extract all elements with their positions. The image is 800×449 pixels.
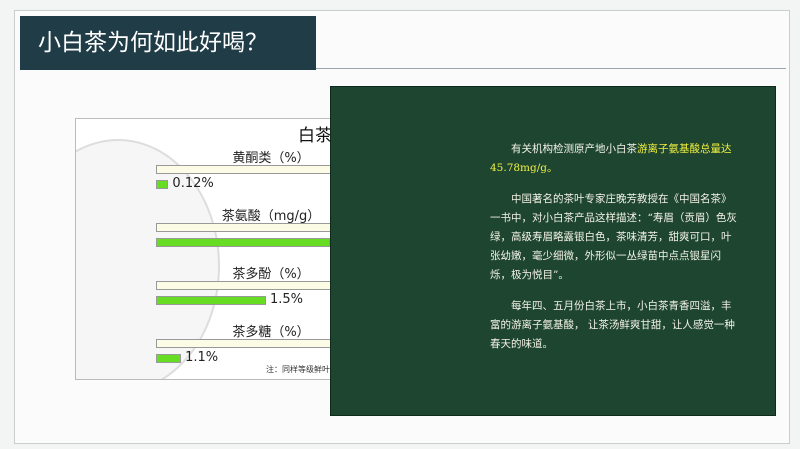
bar (156, 238, 331, 247)
text: 有关机构检测原产地小白茶 (511, 143, 637, 155)
category-label: 茶多糖（%） (232, 325, 310, 340)
bar (156, 296, 266, 305)
legend-label: 白茶 (298, 126, 332, 146)
text: 每年四、五月份白茶上市，小白茶青香四溢，丰富的游离子氨基酸， 让茶汤鲜爽甘甜，让… (490, 300, 735, 350)
category-label: 茶氨酸（mg/g） (221, 209, 321, 224)
bar (156, 180, 169, 189)
bar (156, 354, 182, 363)
divider (316, 68, 786, 69)
highlight-text: 游离子氨基酸总量达45.78mg/g。 (490, 143, 732, 174)
category-label: 茶多酚（%） (232, 267, 310, 282)
category-label: 黄酮类（%） (232, 151, 310, 166)
text: 中国著名的茶叶专家庄晚芳教授在《中国名茶》一书中，对小白茶产品这样描述：“寿眉（… (490, 193, 737, 281)
title: 小白茶为何如此好喝？ (38, 30, 268, 56)
title-banner: 小白茶为何如此好喝？ (20, 16, 316, 70)
panel-text: 有关机构检测原产地小白茶游离子氨基酸总量达45.78mg/g。中国著名的茶叶专家… (490, 140, 740, 366)
paragraph: 中国著名的茶叶专家庄晚芳教授在《中国名茶》一书中，对小白茶产品这样描述：“寿眉（… (490, 190, 740, 285)
paragraph: 每年四、五月份白茶上市，小白茶青香四溢，丰富的游离子氨基酸， 让茶汤鲜爽甘甜，让… (490, 297, 740, 354)
text-panel (330, 86, 776, 416)
paragraph: 有关机构检测原产地小白茶游离子氨基酸总量达45.78mg/g。 (490, 140, 740, 178)
value-label: 1.5% (269, 292, 303, 307)
value-label: 0.12% (172, 176, 214, 191)
value-label: 1.1% (185, 350, 219, 365)
